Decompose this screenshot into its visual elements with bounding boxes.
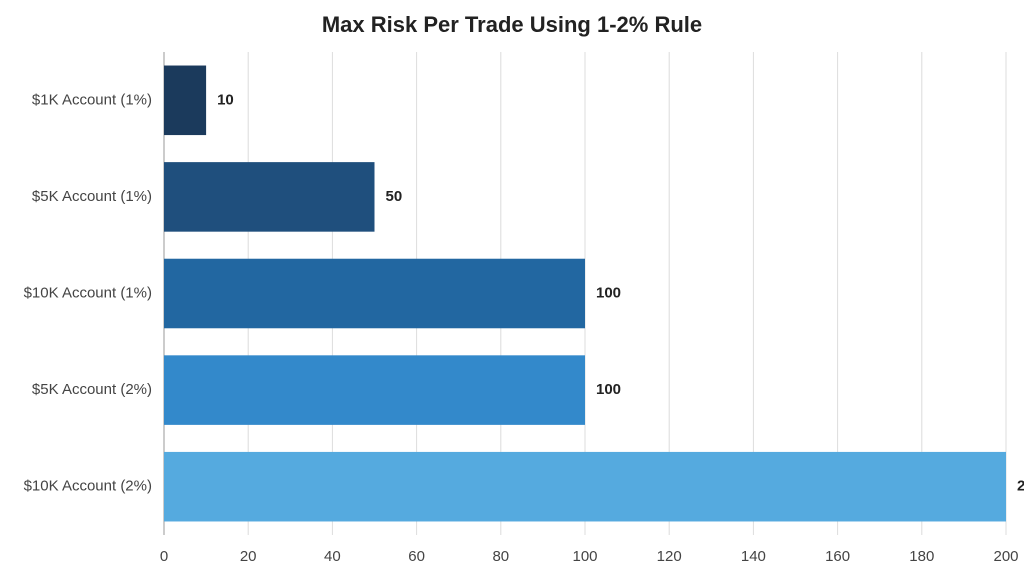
- x-tick-label: 140: [741, 548, 766, 565]
- x-tick-label: 160: [825, 548, 850, 565]
- x-tick-label: 120: [657, 548, 682, 565]
- y-tick-label: $5K Account (1%): [32, 188, 152, 205]
- y-tick-label: $5K Account (2%): [32, 381, 152, 398]
- value-label: 100: [596, 284, 621, 301]
- x-tick-label: 100: [572, 548, 597, 565]
- x-tick-label: 20: [240, 548, 257, 565]
- bar: [164, 355, 585, 425]
- y-tick-label: $1K Account (1%): [32, 91, 152, 108]
- x-tick-label: 80: [492, 548, 509, 565]
- x-tick-label: 60: [408, 548, 425, 565]
- x-tick-label: 200: [993, 548, 1018, 565]
- bar: [164, 258, 585, 329]
- chart-title: Max Risk Per Trade Using 1-2% Rule: [322, 12, 702, 37]
- y-tick-label: $10K Account (2%): [24, 478, 152, 495]
- value-label: 10: [217, 91, 234, 108]
- value-label: 200: [1017, 478, 1024, 495]
- x-tick-label: 40: [324, 548, 341, 565]
- bar: [164, 451, 1006, 522]
- x-tick-label: 0: [160, 548, 168, 565]
- bar: [164, 65, 207, 136]
- x-tick-label: 180: [909, 548, 934, 565]
- value-label: 100: [596, 381, 621, 398]
- value-label: 50: [386, 188, 403, 205]
- bar: [164, 162, 375, 232]
- y-tick-label: $10K Account (1%): [24, 284, 152, 301]
